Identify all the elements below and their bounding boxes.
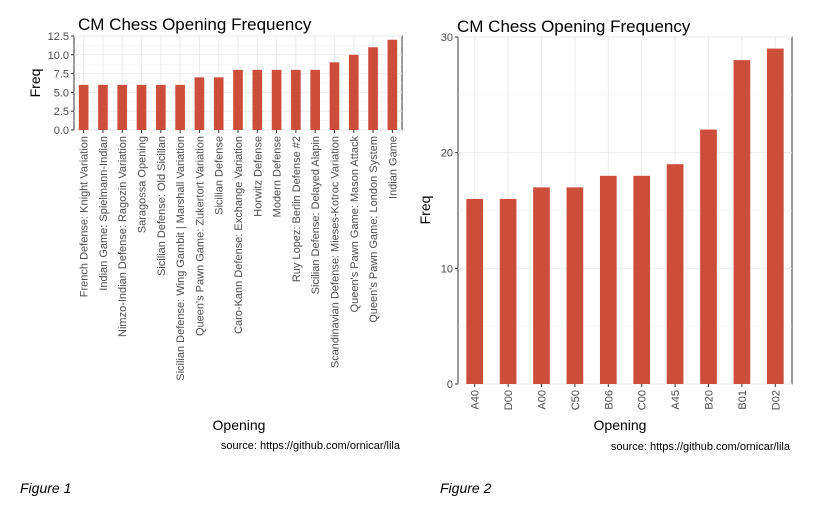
chart-title: CM Chess Opening Frequency <box>78 15 312 34</box>
x-tick-label: Ruy Lopez: Berlin Defense #2 <box>291 136 303 282</box>
bar <box>466 198 484 384</box>
x-tick-label: C00 <box>637 390 649 410</box>
x-axis-title: Opening <box>213 417 266 433</box>
bar <box>310 69 320 130</box>
bar <box>599 175 617 384</box>
bar <box>175 84 185 130</box>
bar <box>733 60 751 385</box>
chart-figure-1: CM Chess Opening Frequency 0.0 2.5 5.0 7.5 1… <box>27 15 403 452</box>
x-tick-label: A45 <box>670 390 682 410</box>
bars <box>466 48 784 387</box>
bar <box>136 84 147 130</box>
x-tick-label: Indian Game: Spielmann-Indian <box>98 136 110 291</box>
figure-1-caption: Figure 1 <box>20 480 72 496</box>
x-tick-label: Scandinavian Defense: Mieses-Kotroc Vari… <box>329 136 341 368</box>
bar <box>766 48 784 385</box>
bar <box>533 187 550 384</box>
bar <box>252 69 263 130</box>
bar <box>291 69 301 130</box>
bar <box>78 84 89 130</box>
figure-2-caption: Figure 2 <box>440 480 492 496</box>
x-tick-label: C50 <box>570 390 582 410</box>
bar <box>117 84 128 130</box>
x-tick-label: B01 <box>737 390 749 410</box>
bar <box>98 84 108 130</box>
bar <box>271 69 282 130</box>
x-tick-label: Queen's Pawn Game: Mason Attack <box>349 136 361 313</box>
bar <box>499 198 517 384</box>
source-annotation: source: https://github.com/ornicar/lila <box>221 440 401 452</box>
x-tick-label: Nimzo-Indian Defense: Ragozin Variation <box>117 136 129 337</box>
bar <box>329 62 340 130</box>
x-tick-label: D00 <box>503 390 515 410</box>
x-axis-title: Opening <box>594 417 647 433</box>
y-axis-title: Freq <box>417 196 433 225</box>
bar <box>633 175 651 384</box>
x-tick-labels: A40 D00 A00 C50 B06 C00 A45 B20 B01 D02 <box>470 390 783 410</box>
x-tick-label: Sicilian Defense: Delayed Alapin <box>310 136 322 294</box>
y-tick-label: 30 <box>441 32 453 44</box>
bars <box>78 39 398 133</box>
x-tick-label: D02 <box>770 390 782 410</box>
y-axis-title: Freq <box>27 69 43 98</box>
x-tick-label: A40 <box>470 390 482 410</box>
x-tick-label: A00 <box>537 390 549 410</box>
x-tick-label: Queen's Pawn Game: Zukertort Variation <box>194 136 206 336</box>
y-tick-label: 5.0 <box>54 87 69 99</box>
bar <box>700 129 717 384</box>
y-tick-label: 10.0 <box>48 50 69 62</box>
bar <box>566 187 584 384</box>
x-tick-label: B20 <box>704 390 716 410</box>
bar <box>348 54 359 130</box>
x-tick-label: Caro-Kann Defense: Exchange Variation <box>233 136 245 334</box>
x-tick-label: Modern Defense <box>272 136 284 217</box>
x-tick-label: Saragossa Opening <box>137 136 149 233</box>
x-tick-label: Horwitz Defense <box>252 136 264 217</box>
y-tick-label: 0.0 <box>54 125 69 137</box>
y-tick-label: 2.5 <box>54 106 69 118</box>
y-tick-labels: 0.0 2.5 5.0 7.5 10.0 12.5 <box>48 31 69 137</box>
x-tick-label: B06 <box>603 390 615 410</box>
x-tick-label: Queen's Pawn Game: London System <box>368 136 380 323</box>
y-tick-label: 0 <box>447 379 453 391</box>
y-tick-label: 12.5 <box>48 31 69 43</box>
x-tick-label: Indian Game <box>387 136 399 199</box>
x-tick-label: Sicilian Defense <box>214 136 226 215</box>
bar <box>156 84 166 130</box>
chart-figure-2: CM Chess Opening Frequency 0 10 20 30 A40 D0… <box>417 17 793 453</box>
y-tick-label: 10 <box>441 263 453 275</box>
y-tick-label: 20 <box>441 148 453 160</box>
bar <box>666 164 684 384</box>
source-annotation: source: https://github.com/ornicar/lila <box>611 441 791 453</box>
bar <box>233 69 243 130</box>
x-tick-label: French Defense: Knight Variation <box>79 136 91 297</box>
x-tick-label: Sicilian Defense: Old Sicilian <box>156 136 168 276</box>
bar <box>387 39 398 131</box>
bar <box>213 77 224 130</box>
chart-title: CM Chess Opening Frequency <box>457 17 691 36</box>
x-tick-label: Sicilian Defense: Wing Gambit | Marshall… <box>175 136 187 381</box>
bar <box>194 77 205 130</box>
y-tick-label: 7.5 <box>54 69 69 81</box>
y-tick-labels: 0 10 20 30 <box>441 32 453 391</box>
x-tick-labels: French Defense: Knight Variation Indian G… <box>79 136 400 381</box>
bar <box>368 47 378 130</box>
